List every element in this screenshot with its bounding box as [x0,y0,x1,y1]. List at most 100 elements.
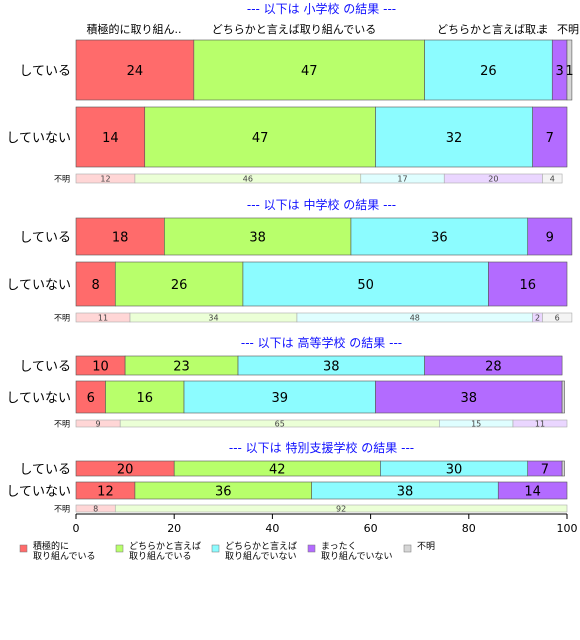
bar-value-label: 34 [208,314,218,323]
bar-value-label: 20 [117,463,134,478]
bar-value-label: 24 [127,64,144,79]
bar-segment [375,106,533,168]
legend-label: 取り組んでいる [129,550,192,562]
bar-value-label: 10 [92,360,109,375]
legend-label: 取り組んでいる [33,550,96,562]
bar-value-label: 38 [249,231,266,246]
bar-value-label: 6 [555,314,560,323]
bar-segment [242,261,489,307]
legend-label: 取り組んでいない [321,550,393,562]
bar-value-label: 28 [485,360,502,375]
legend-label: 取り組んでいない [225,550,297,562]
bar-segment [532,106,568,168]
row-label: していない [6,278,71,293]
column-header: どちらかと言えば取り組んでいる [212,23,376,36]
bar-value-label: 92 [336,505,346,514]
bar-value-label: 12 [100,175,110,184]
bar-value-label: 26 [480,64,497,79]
column-header: 不明 [557,23,579,36]
bar-value-label: 8 [93,505,98,514]
bar-value-label: 7 [541,463,549,478]
column-header: 積極的に取り組ん.. [87,22,182,36]
x-tick-label: 100 [557,522,578,535]
bar-value-label: 39 [271,391,288,406]
legend-label: どちらかと言えば [129,540,201,552]
legend-swatch [403,544,412,553]
legend-label: どちらかと言えば [225,540,297,552]
row-label: している [19,231,71,246]
bar-value-label: 9 [96,420,101,429]
bar-segment [183,380,376,414]
legend-swatch [115,544,124,553]
bar-segment [375,380,563,414]
bar-value-label: 38 [323,360,340,375]
bar-value-label: 16 [136,391,153,406]
bar-segment [424,39,553,101]
bar-value-label: 47 [252,131,269,146]
panel-title: --- 以下は 特別支援学校 の結果 --- [229,440,414,455]
bar-value-label: 15 [471,420,481,429]
bar-segment [164,217,352,256]
x-tick-label: 20 [167,522,181,535]
bar-segment [542,312,573,323]
bar-value-label: 65 [275,420,285,429]
row-label: している [19,360,71,375]
legend-swatch [211,544,220,553]
bar-value-label: 46 [243,175,253,184]
row-label: していない [6,391,71,406]
bar-segment [512,419,568,428]
bar-value-label: 6 [87,391,95,406]
bar-value-label: 4 [550,175,555,184]
x-tick-label: 0 [73,522,80,535]
bar-segment [75,106,146,168]
bar-value-label: 14 [102,131,119,146]
bar-segment [75,39,195,101]
bar-value-label: 3 [555,64,563,79]
bar-value-label: 1 [565,64,573,79]
column-header: ま [538,23,549,36]
panel-title: --- 以下は 小学校 の結果 --- [247,1,396,16]
row-label: している [19,64,71,79]
bar-segment [114,261,244,307]
row-label: していない [6,131,71,146]
legend-label: 不明 [417,541,435,552]
bar-segment [350,217,529,256]
column-header: どちらかと言えば取.. [437,23,543,36]
bar-segment [193,39,425,101]
legend-label: まったく [321,541,357,552]
bar-value-label: 23 [173,360,190,375]
bar-value-label: 42 [269,463,286,478]
bar-value-label: 12 [97,485,114,500]
legend-label: 積極的に [33,540,69,552]
x-tick-label: 40 [265,522,279,535]
bar-value-label: 38 [461,391,478,406]
legend-swatch [19,544,28,553]
bar-segment [75,380,106,414]
row-label: 不明 [54,314,70,323]
row-label: 不明 [54,505,70,514]
bar-value-label: 30 [446,463,463,478]
bar-segment [566,39,573,101]
bar-value-label: 20 [488,175,498,184]
legend-swatch [307,544,316,553]
bar-value-label: 16 [519,278,536,293]
bar-segment [561,460,565,477]
panel-title: --- 以下は 中学校 の結果 --- [247,197,396,212]
bar-value-label: 48 [410,314,420,323]
bar-value-label: 36 [431,231,448,246]
bar-value-label: 38 [397,485,414,500]
bar-value-label: 50 [357,278,374,293]
bar-segment [424,355,563,376]
bar-value-label: 47 [301,64,318,79]
bar-segment [561,380,565,414]
x-tick-label: 80 [462,522,476,535]
bar-segment [488,261,568,307]
bar-value-label: 7 [546,131,554,146]
bar-value-label: 11 [98,314,108,323]
bar-value-label: 17 [397,175,407,184]
row-label: していない [6,485,71,500]
bar-value-label: 9 [546,231,554,246]
bar-value-label: 2 [535,314,540,323]
bar-segment [114,504,568,513]
row-label: 不明 [54,420,70,429]
